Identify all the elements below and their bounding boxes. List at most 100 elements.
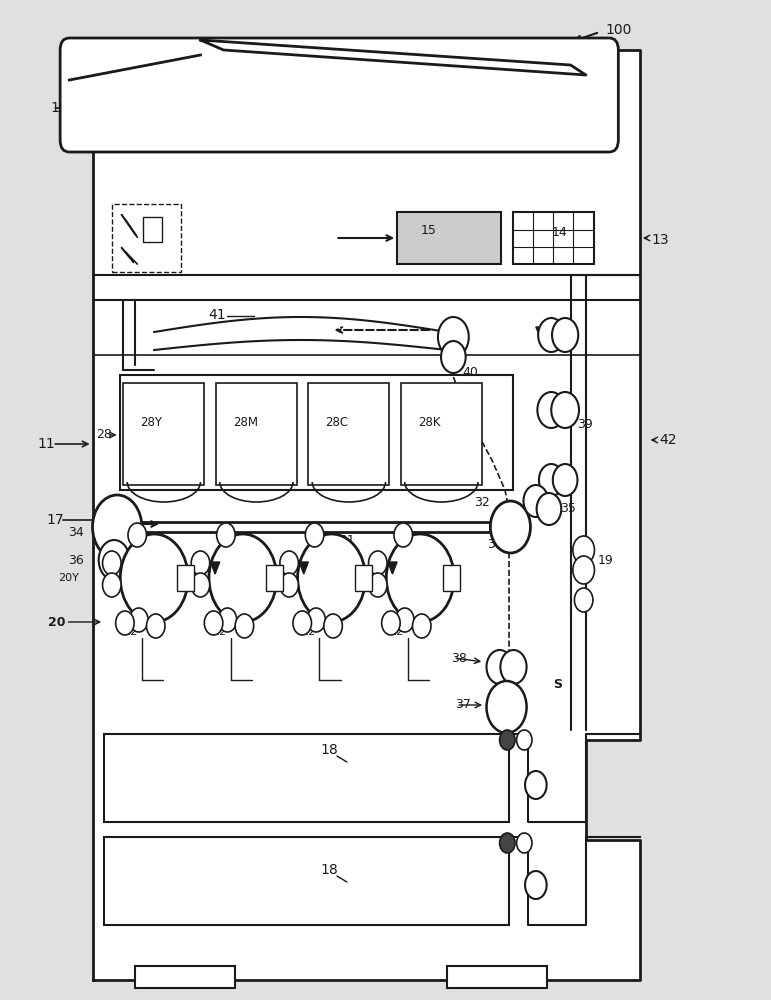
Circle shape <box>130 608 148 632</box>
Bar <box>266 565 283 591</box>
Circle shape <box>517 833 532 853</box>
Circle shape <box>539 464 564 496</box>
Text: 11: 11 <box>37 437 55 451</box>
Text: 14: 14 <box>551 226 567 238</box>
Circle shape <box>537 493 561 525</box>
Circle shape <box>298 534 365 622</box>
Circle shape <box>500 833 515 853</box>
Bar <box>308 383 389 485</box>
Circle shape <box>487 650 513 684</box>
Text: 21: 21 <box>339 534 355 546</box>
Bar <box>443 565 460 591</box>
Circle shape <box>235 614 254 638</box>
Text: 19: 19 <box>598 554 613 566</box>
Text: 28Y: 28Y <box>140 416 163 428</box>
Circle shape <box>209 534 277 622</box>
Text: 32: 32 <box>474 496 490 510</box>
Text: 40: 40 <box>463 366 479 379</box>
Text: 20Y: 20Y <box>58 573 79 583</box>
Circle shape <box>538 318 564 352</box>
Text: 15: 15 <box>420 224 436 236</box>
Circle shape <box>574 588 593 612</box>
Bar <box>135 966 235 988</box>
Circle shape <box>191 551 210 575</box>
Circle shape <box>394 523 412 547</box>
Circle shape <box>553 464 577 496</box>
Circle shape <box>305 523 324 547</box>
Bar <box>112 204 181 272</box>
Text: 20C: 20C <box>310 544 332 554</box>
Text: 18: 18 <box>320 743 338 757</box>
Bar <box>447 966 547 988</box>
Circle shape <box>438 317 469 357</box>
Text: 34: 34 <box>68 526 83 540</box>
Circle shape <box>116 611 134 635</box>
Circle shape <box>280 573 298 597</box>
Text: S: S <box>554 678 563 690</box>
Circle shape <box>487 681 527 733</box>
Polygon shape <box>210 562 220 574</box>
Circle shape <box>537 392 565 428</box>
Bar <box>216 383 297 485</box>
Text: 20M: 20M <box>221 544 245 554</box>
Circle shape <box>369 573 387 597</box>
Circle shape <box>120 534 188 622</box>
Circle shape <box>573 536 594 564</box>
Circle shape <box>500 650 527 684</box>
Circle shape <box>280 551 298 575</box>
Text: 28: 28 <box>96 428 113 442</box>
Circle shape <box>103 573 121 597</box>
Text: 41: 41 <box>208 308 226 322</box>
Bar <box>397 212 501 264</box>
Text: 16: 16 <box>355 51 372 65</box>
Text: 39: 39 <box>577 418 592 430</box>
Circle shape <box>551 392 579 428</box>
Text: 100: 100 <box>605 23 631 37</box>
Polygon shape <box>536 327 551 345</box>
Polygon shape <box>388 562 397 574</box>
Bar <box>123 383 204 485</box>
Circle shape <box>500 730 515 750</box>
Circle shape <box>382 611 400 635</box>
Polygon shape <box>93 50 640 980</box>
Bar <box>513 212 594 264</box>
Text: 38: 38 <box>451 652 467 664</box>
Circle shape <box>217 523 235 547</box>
Text: 22: 22 <box>212 627 226 637</box>
Circle shape <box>218 608 237 632</box>
Bar <box>355 565 372 591</box>
Text: 28C: 28C <box>325 416 348 428</box>
Text: 13: 13 <box>651 233 669 247</box>
Circle shape <box>386 534 454 622</box>
Circle shape <box>525 771 547 799</box>
Circle shape <box>573 556 594 584</box>
Text: 20: 20 <box>48 615 66 629</box>
Circle shape <box>412 614 431 638</box>
Circle shape <box>490 501 530 553</box>
Bar <box>401 383 482 485</box>
Circle shape <box>525 871 547 899</box>
Circle shape <box>146 614 165 638</box>
Circle shape <box>307 608 325 632</box>
Text: 37: 37 <box>455 698 471 712</box>
Circle shape <box>128 523 146 547</box>
Text: 22: 22 <box>123 627 137 637</box>
Text: 42: 42 <box>659 433 677 447</box>
Circle shape <box>99 540 130 580</box>
Bar <box>120 375 513 490</box>
Polygon shape <box>299 562 308 574</box>
Text: 20K: 20K <box>399 544 420 554</box>
Circle shape <box>441 341 466 373</box>
Text: 33: 33 <box>487 538 503 552</box>
Text: 28M: 28M <box>233 416 258 428</box>
Circle shape <box>524 485 548 517</box>
Polygon shape <box>200 40 586 75</box>
Text: 36: 36 <box>68 554 83 566</box>
Bar <box>143 217 162 242</box>
Bar <box>104 837 509 925</box>
Text: 22: 22 <box>389 627 403 637</box>
Circle shape <box>324 614 342 638</box>
Bar <box>104 734 509 822</box>
FancyBboxPatch shape <box>60 38 618 152</box>
Bar <box>177 565 194 591</box>
